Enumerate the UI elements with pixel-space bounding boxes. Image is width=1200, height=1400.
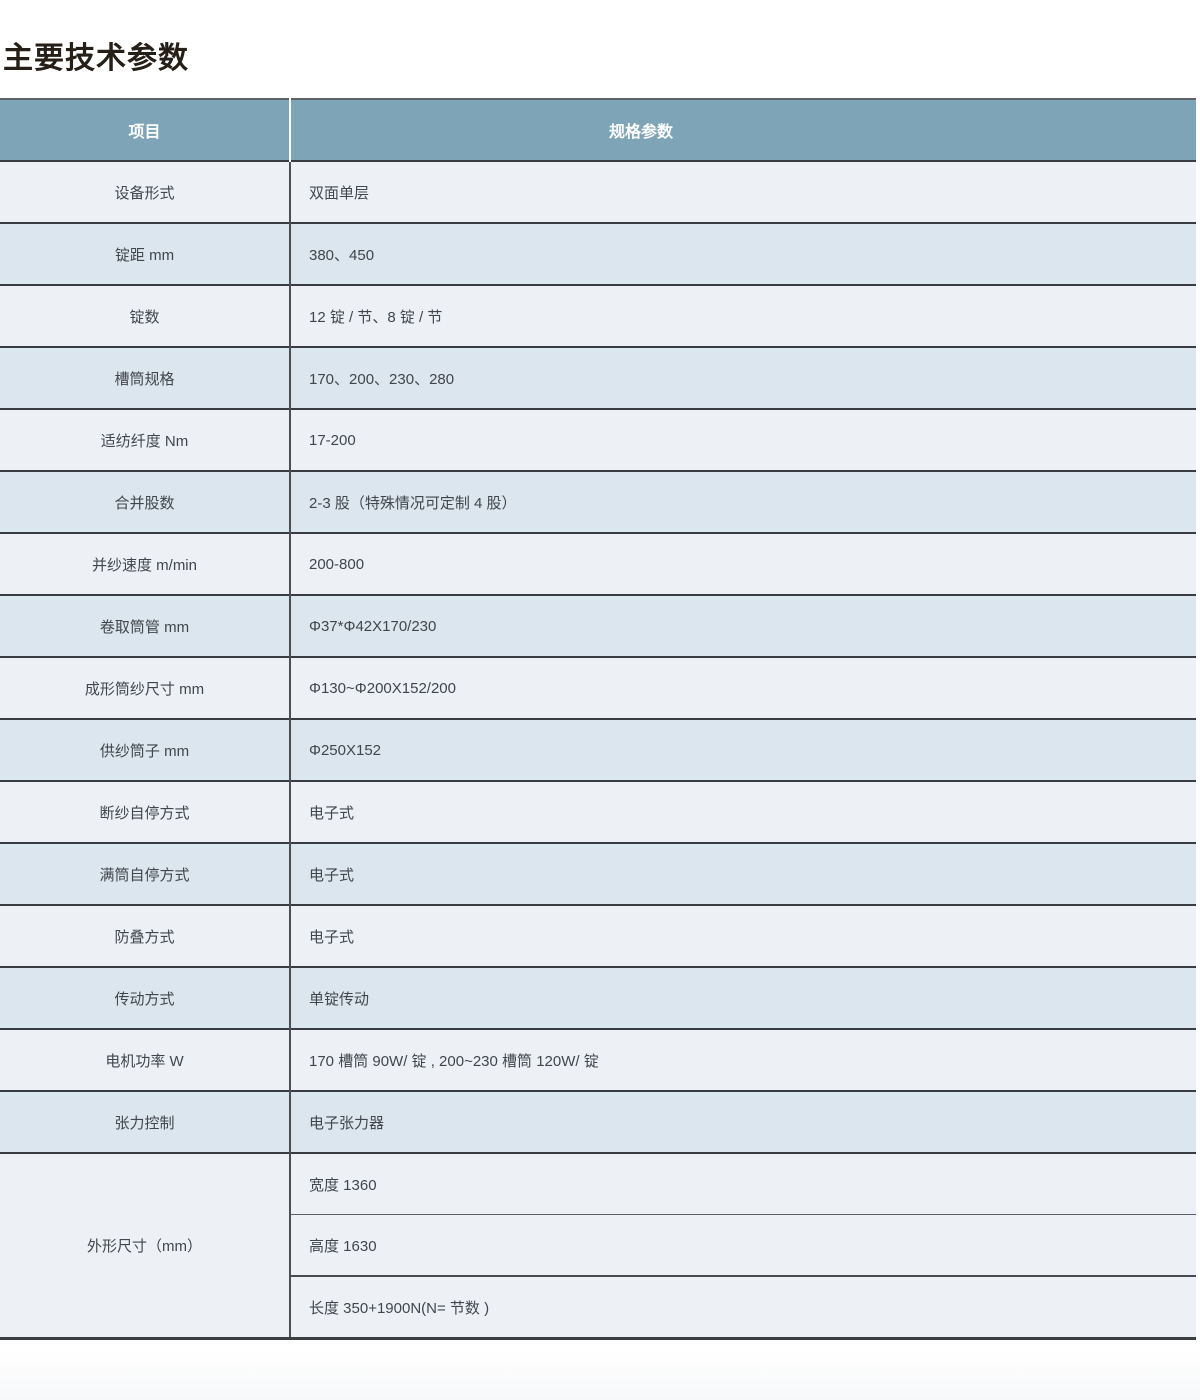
table-row: 设备形式 双面单层 — [0, 160, 1196, 223]
table-row: 满筒自停方式 电子式 — [0, 842, 1196, 905]
tech-params-table: 项目 规格参数 设备形式 双面单层 锭距 mm 380、450 锭数 12 锭 … — [0, 98, 1196, 1340]
value-cell: 高度 1630 — [289, 1214, 1196, 1276]
value-cell: 电子式 — [289, 842, 1196, 905]
value-cell: 170 槽筒 90W/ 锭 , 200~230 槽筒 120W/ 锭 — [289, 1028, 1196, 1091]
item-cell: 满筒自停方式 — [0, 842, 290, 905]
table-row: 并纱速度 m/min 200-800 — [0, 532, 1196, 595]
value-cell: 200-800 — [289, 532, 1196, 595]
item-cell: 断纱自停方式 — [0, 780, 290, 843]
value-cell: 单锭传动 — [289, 966, 1196, 1029]
item-cell: 适纺纤度 Nm — [0, 408, 290, 471]
page-title: 主要技术参数 — [3, 42, 189, 75]
value-cell: 双面单层 — [289, 160, 1196, 223]
item-cell: 防叠方式 — [0, 904, 290, 967]
value-cell: 电子张力器 — [289, 1090, 1196, 1153]
item-cell: 锭数 — [0, 284, 290, 347]
item-cell: 槽筒规格 — [0, 346, 290, 409]
table-row: 张力控制 电子张力器 — [0, 1090, 1196, 1153]
value-cell: Φ37*Φ42X170/230 — [289, 594, 1196, 657]
value-cell: 2-3 股（特殊情况可定制 4 股） — [289, 470, 1196, 533]
table-row: 传动方式 单锭传动 — [0, 966, 1196, 1029]
item-cell: 传动方式 — [0, 966, 290, 1029]
table-row-merged: 外形尺寸（mm） 宽度 1360 — [0, 1152, 1196, 1339]
value-cell: Φ250X152 — [289, 718, 1196, 781]
table-row: 防叠方式 电子式 — [0, 904, 1196, 967]
value-cell: Φ130~Φ200X152/200 — [289, 656, 1196, 719]
item-cell: 卷取筒管 mm — [0, 594, 290, 657]
item-cell: 并纱速度 m/min — [0, 532, 290, 595]
item-cell: 供纱筒子 mm — [0, 718, 290, 781]
table-row: 供纱筒子 mm Φ250X152 — [0, 718, 1196, 781]
item-cell-merged: 外形尺寸（mm） — [0, 1152, 290, 1339]
table-row: 电机功率 W 170 槽筒 90W/ 锭 , 200~230 槽筒 120W/ … — [0, 1028, 1196, 1091]
value-cell: 长度 350+1900N(N= 节数 ) — [289, 1275, 1196, 1339]
value-cell: 170、200、230、280 — [289, 346, 1196, 409]
header-row: 项目 规格参数 — [0, 99, 1196, 161]
item-cell: 成形筒纱尺寸 mm — [0, 656, 290, 719]
value-cell: 17-200 — [289, 408, 1196, 471]
page-footer-band — [0, 1348, 1200, 1400]
table-row: 适纺纤度 Nm 17-200 — [0, 408, 1196, 471]
table-row: 成形筒纱尺寸 mm Φ130~Φ200X152/200 — [0, 656, 1196, 719]
item-cell: 电机功率 W — [0, 1028, 290, 1091]
table-header: 项目 规格参数 — [0, 99, 1196, 161]
table-row: 锭距 mm 380、450 — [0, 222, 1196, 285]
header-spec: 规格参数 — [289, 99, 1196, 161]
value-cell: 电子式 — [289, 780, 1196, 843]
table-body: 设备形式 双面单层 锭距 mm 380、450 锭数 12 锭 / 节、8 锭 … — [0, 160, 1196, 1339]
table-row: 合并股数 2-3 股（特殊情况可定制 4 股） — [0, 470, 1196, 533]
table-subrow: 长度 350+1900N(N= 节数 ) — [0, 1275, 1196, 1339]
item-cell: 设备形式 — [0, 160, 290, 223]
table-row: 断纱自停方式 电子式 — [0, 780, 1196, 843]
table-row: 卷取筒管 mm Φ37*Φ42X170/230 — [0, 594, 1196, 657]
item-cell: 合并股数 — [0, 470, 290, 533]
value-cell: 电子式 — [289, 904, 1196, 967]
value-cell: 12 锭 / 节、8 锭 / 节 — [289, 284, 1196, 347]
table-row: 锭数 12 锭 / 节、8 锭 / 节 — [0, 284, 1196, 347]
value-cell: 宽度 1360 — [289, 1152, 1196, 1215]
item-cell: 张力控制 — [0, 1090, 290, 1153]
table-subrow: 高度 1630 — [0, 1214, 1196, 1276]
header-item: 项目 — [0, 99, 290, 161]
table-row: 槽筒规格 170、200、230、280 — [0, 346, 1196, 409]
item-cell: 锭距 mm — [0, 222, 290, 285]
value-cell: 380、450 — [289, 222, 1196, 285]
